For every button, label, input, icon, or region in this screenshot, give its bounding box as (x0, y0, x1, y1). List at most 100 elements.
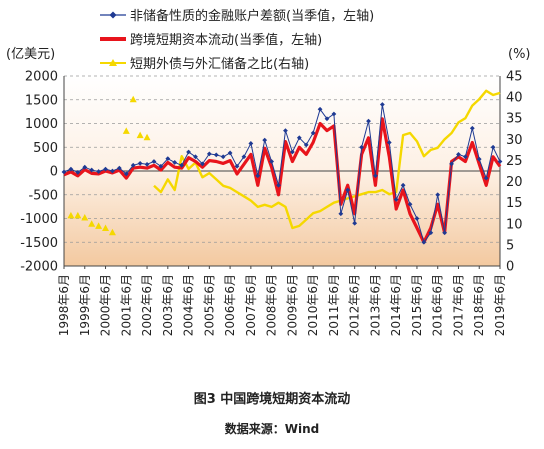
right-tick-label: 30 (506, 133, 523, 148)
financial-account-marker (283, 128, 288, 134)
financial-account-marker (414, 216, 420, 221)
x-tick-label: 2006年6月 (223, 274, 237, 336)
financial-account-marker (186, 149, 191, 155)
figure-caption: 图3 中国跨境短期资本流动 (193, 392, 351, 407)
x-tick-label: 2019年6月 (493, 274, 507, 336)
financial-account-marker (421, 239, 427, 245)
right-tick-label: 20 (506, 175, 523, 190)
legend-marker-financial-account (109, 11, 117, 19)
financial-account-marker (103, 166, 108, 172)
left-axis-unit: (亿美元) (6, 47, 55, 62)
financial-account-marker (490, 144, 496, 150)
financial-account-marker (213, 152, 219, 158)
ratio-marker (88, 220, 96, 227)
legend-label-ratio: 短期外债与外汇储备之比(右轴) (130, 56, 309, 72)
financial-account-marker (428, 230, 434, 236)
financial-account-marker (462, 154, 468, 160)
financial-account-marker (352, 220, 358, 226)
financial-account-marker (248, 141, 254, 146)
x-tick-label: 2011年6月 (327, 274, 341, 336)
financial-account-marker (449, 161, 454, 167)
right-tick-label: 15 (506, 196, 523, 211)
legend-item-ratio: 短期外债与外汇储备之比(右轴) (100, 56, 309, 72)
data-source: 数据来源：Wind (224, 422, 320, 436)
financial-account-marker (110, 168, 115, 174)
financial-account-marker (317, 106, 323, 112)
left-tick-label: -2000 (20, 260, 58, 275)
financial-account-marker (75, 170, 81, 175)
x-tick-label: 1998年6月 (57, 274, 71, 336)
financial-account-marker (289, 149, 295, 155)
financial-account-marker (296, 135, 302, 141)
x-tick-label: 2000年6月 (99, 274, 113, 336)
left-tick-label: 1500 (25, 93, 58, 108)
financial-account-marker (324, 116, 330, 122)
x-tick-label: 2005年6月 (202, 274, 216, 336)
financial-account-marker (331, 111, 337, 117)
financial-account-marker (386, 140, 392, 145)
left-tick-label: 500 (33, 141, 58, 156)
financial-account-marker (303, 142, 309, 148)
ratio-line-path (153, 89, 501, 230)
financial-account-marker (193, 154, 198, 160)
financial-account-marker (179, 162, 185, 168)
financial-account-marker (366, 118, 371, 124)
right-tick-label: 10 (506, 217, 523, 232)
series-financial-account-line (61, 102, 503, 245)
financial-account-marker (269, 159, 275, 164)
financial-account-marker (220, 154, 226, 160)
x-tick-label: 2007年6月 (244, 274, 258, 336)
x-tick-label: 2008年6月 (265, 274, 279, 336)
x-tick-label: 2001年6月 (119, 274, 133, 336)
financial-account-marker (379, 102, 385, 107)
ratio-marker (74, 211, 82, 219)
financial-account-path (63, 104, 501, 243)
financial-account-marker (456, 151, 461, 157)
x-tick-label: 2015年6月 (410, 274, 424, 336)
legend-item-short-term-capital: 跨境短期资本流动(当季值，左轴) (100, 32, 322, 48)
financial-account-marker (393, 197, 399, 202)
financial-account-marker (172, 160, 178, 165)
financial-account-marker (144, 161, 150, 167)
financial-account-marker (400, 182, 406, 188)
financial-account-marker (241, 154, 247, 160)
financial-account-marker (483, 175, 489, 181)
left-tick-label: -500 (28, 188, 58, 203)
financial-account-marker (435, 192, 441, 198)
x-axis-tick-labels: 1998年6月 1999年6月 2000年6月 2001年6月 2002年6月 2003年… (57, 274, 507, 336)
x-tick-label: 2003年6月 (161, 274, 175, 336)
left-tick-label: -1000 (20, 212, 58, 227)
legend: 非储备性质的金融账户差额(当季值，左轴) 跨境短期资本流动(当季值，左轴) 短期… (100, 8, 374, 72)
legend-marker-ratio (109, 59, 117, 66)
x-tick-label: 2017年6月 (451, 274, 465, 336)
financial-account-marker (61, 169, 67, 175)
financial-account-marker (123, 171, 129, 177)
financial-account-marker (476, 156, 482, 162)
financial-account-marker (227, 150, 233, 156)
right-tick-label: 0 (506, 260, 514, 275)
financial-account-marker (89, 167, 95, 173)
ratio-marker (95, 222, 103, 229)
ratio-marker (81, 213, 89, 221)
financial-account-marker (310, 130, 316, 136)
x-tick-label: 2010年6月 (306, 274, 320, 336)
series-ratio-line (67, 89, 501, 236)
right-axis-tick-labels: 45 40 35 30 25 20 15 10 5 0 (506, 70, 523, 275)
right-tick-label: 40 (506, 91, 523, 106)
financial-account-marker (116, 165, 122, 171)
right-tick-label: 5 (506, 238, 514, 253)
financial-account-marker (407, 201, 413, 207)
left-tick-label: 1000 (25, 117, 58, 132)
x-tick-label: 2012年6月 (348, 274, 362, 336)
ratio-marker (108, 228, 116, 236)
financial-account-marker (68, 166, 74, 172)
short-term-capital-path (63, 117, 502, 244)
right-tick-label: 25 (506, 154, 523, 169)
financial-account-marker (338, 211, 344, 217)
financial-account-marker (469, 125, 475, 131)
left-tick-label: -1500 (20, 236, 58, 251)
series-short-term-capital-line (63, 117, 502, 244)
financial-account-marker (234, 163, 240, 169)
financial-account-marker (276, 182, 281, 188)
